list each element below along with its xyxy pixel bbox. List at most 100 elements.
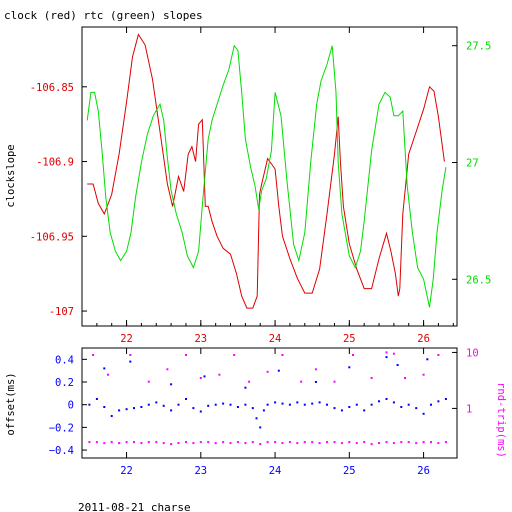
offset-point (422, 412, 425, 415)
top-right-tick-label: 27 (466, 157, 479, 169)
bottom-left-tick-label: 0.2 (55, 377, 74, 389)
top-left-tick-label: -106.95 (30, 231, 74, 243)
round-trip-point (229, 442, 232, 445)
footer-caption: 2011-08-21 charse (78, 501, 191, 512)
round-trip-point (348, 441, 351, 444)
round-trip-point (392, 352, 395, 355)
bottom-left-tick-label: 0.4 (55, 354, 74, 366)
offset-point (192, 407, 195, 410)
offset-point (229, 403, 232, 406)
bottom-plot-frame (81, 347, 458, 459)
round-trip-point (300, 380, 303, 383)
top-x-tick-label: 26 (417, 333, 430, 345)
top-x-axis: 22 23 24 25 26 (96, 27, 454, 345)
offset-point (415, 407, 418, 410)
round-trip-point (314, 368, 317, 371)
bottom-x-axis: 22 23 24 25 26 (120, 348, 430, 477)
offset-point (244, 386, 247, 389)
offset-point (363, 409, 366, 412)
bottom-right-tick-label: 10 (466, 347, 479, 359)
top-x-tick-label: 22 (120, 333, 133, 345)
offset-point (103, 367, 106, 370)
round-trip-point (288, 441, 291, 444)
offset-point (170, 383, 173, 386)
top-left-tick-label: -107 (49, 306, 74, 318)
clock-slope-line (87, 33, 445, 309)
round-trip-point (92, 354, 95, 356)
round-trip-point (118, 442, 121, 445)
bottom-x-tick-label: 26 (417, 465, 430, 477)
offset-point (385, 356, 388, 359)
round-trip-point (147, 441, 150, 444)
round-trip-point (95, 441, 98, 444)
offset-point (426, 358, 429, 361)
round-trip-point (422, 441, 425, 444)
offset-point (392, 401, 395, 404)
offset-point (326, 403, 328, 406)
offset-point (274, 401, 277, 404)
bottom-left-tick-label: −0.4 (49, 445, 74, 457)
offset-point (118, 409, 121, 412)
bottom-left-y-axis-label: offset(ms) (5, 372, 17, 435)
round-trip-point (222, 441, 225, 444)
round-trip-point (266, 441, 269, 444)
round-trip-point (88, 441, 91, 444)
round-trip-point (274, 441, 277, 444)
round-trip-point (352, 354, 354, 356)
top-left-tick-label: -106.9 (36, 157, 74, 169)
top-x-tick-label: 25 (343, 333, 356, 345)
offset-point (177, 403, 180, 406)
round-trip-point (281, 354, 284, 356)
offset-point (262, 409, 265, 412)
offset-point (133, 407, 135, 410)
round-trip-point (103, 442, 106, 445)
bottom-x-tick-label: 23 (194, 465, 207, 477)
offset-point (95, 398, 98, 400)
round-trip-point (392, 442, 395, 445)
round-trip-point (437, 354, 440, 356)
offset-point (318, 401, 321, 404)
round-trip-point (326, 441, 328, 444)
offset-point (203, 375, 206, 378)
bottom-series-group (88, 351, 447, 446)
round-trip-point (296, 442, 299, 445)
offset-panel: 0.4 0.2 0 −0.2 −0.4 1 10 22 23 24 25 26 offset(ms… (5, 347, 507, 477)
offset-point (348, 366, 351, 369)
offset-point (266, 403, 269, 406)
round-trip-point (251, 441, 254, 444)
offset-point (199, 410, 202, 413)
offset-point (430, 403, 432, 406)
offset-point (185, 398, 187, 400)
bottom-right-tick-label: 1 (466, 403, 472, 415)
round-trip-point (333, 441, 336, 444)
round-trip-point (244, 442, 247, 445)
top-right-tick-label: 26.5 (466, 274, 491, 286)
round-trip-point (281, 442, 284, 445)
bottom-x-tick-label: 22 (120, 465, 133, 477)
bottom-left-y-axis: 0.4 0.2 0 −0.2 −0.4 (49, 354, 87, 457)
offset-point (370, 403, 373, 406)
round-trip-point (370, 443, 373, 446)
offset-point (222, 402, 225, 405)
bottom-right-y-axis-label: rnd-trip(ms) (495, 382, 507, 458)
offset-point (88, 403, 91, 406)
rtc-slope-line (86, 44, 447, 308)
offset-point (314, 381, 317, 383)
offset-point (214, 403, 217, 406)
round-trip-point (415, 442, 418, 445)
bottom-x-tick-label: 24 (269, 465, 282, 477)
round-trip-point (162, 442, 165, 445)
offset-point (348, 406, 351, 408)
round-trip-point (177, 442, 180, 445)
top-right-y-axis: 26.5 27 27.5 (452, 41, 491, 286)
top-series-group (86, 33, 447, 309)
round-trip-point (422, 373, 425, 376)
top-x-tick-label: 24 (269, 333, 282, 345)
round-trip-point (248, 380, 251, 383)
round-trip-point (110, 441, 113, 444)
offset-point (288, 403, 291, 406)
round-trip-point (199, 441, 202, 444)
offset-point (236, 406, 239, 408)
offset-point (296, 401, 299, 404)
